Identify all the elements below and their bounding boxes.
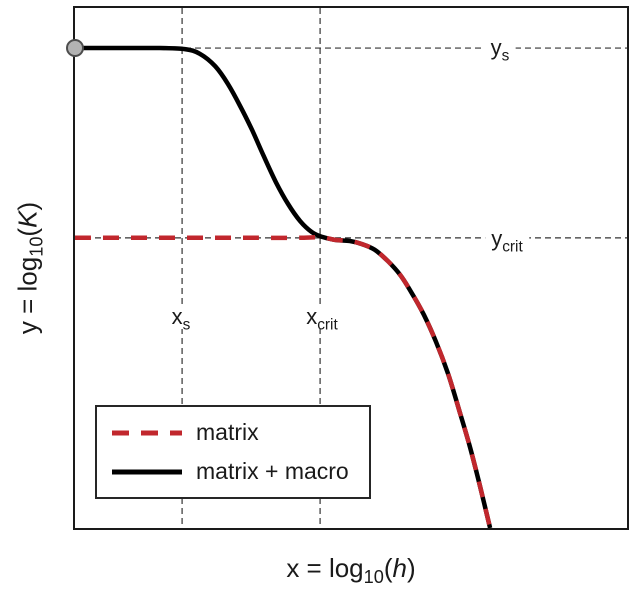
y-axis-label-eq: = log bbox=[12, 256, 43, 322]
annotation-x-s-sub: s bbox=[182, 316, 191, 334]
x-axis-label-sub: 10 bbox=[363, 567, 384, 588]
annotation-y-s: ys bbox=[484, 35, 516, 64]
y-axis-label-close: ) bbox=[12, 201, 43, 211]
y-axis-label-sub: 10 bbox=[26, 236, 47, 257]
annotation-x-crit: xcrit bbox=[300, 304, 344, 333]
legend-label-matrix: matrix bbox=[196, 419, 259, 445]
curve-start-marker bbox=[66, 39, 84, 58]
x-axis-label-open: ( bbox=[383, 553, 393, 583]
annotation-x-crit-sub: crit bbox=[317, 316, 338, 334]
solid-line-sample-icon bbox=[112, 469, 182, 474]
x-axis-label-lead: x bbox=[286, 553, 300, 583]
plot-area: ys ycrit xs xcrit matrix matrix + macro bbox=[66, 6, 629, 530]
series-path-matrix bbox=[75, 234, 493, 528]
x-axis-label-var: h bbox=[392, 553, 408, 583]
annotation-y-s-text: y bbox=[490, 35, 502, 60]
legend-label-matrix-macro: matrix + macro bbox=[196, 458, 349, 484]
series-path-matrix-macro bbox=[75, 45, 493, 528]
dashed-line-sample-icon bbox=[112, 430, 182, 435]
annotation-x-s-text: x bbox=[171, 304, 183, 329]
y-axis-label-lead: y bbox=[12, 321, 43, 335]
x-axis-label: x = log10(h) bbox=[286, 553, 416, 588]
legend-item-matrix-macro: matrix + macro bbox=[111, 458, 349, 485]
annotation-x-s: xs bbox=[165, 304, 197, 333]
y-axis-label-var: K bbox=[12, 210, 43, 228]
legend-item-matrix: matrix bbox=[111, 419, 349, 446]
y-axis-label: y = log10(K) bbox=[12, 201, 46, 335]
annotation-y-s-sub: s bbox=[501, 47, 510, 65]
y-axis-label-open: ( bbox=[12, 227, 43, 237]
annotation-y-crit: ycrit bbox=[485, 226, 529, 255]
legend: matrix matrix + macro bbox=[95, 405, 371, 499]
x-axis-label-eq: = log bbox=[299, 553, 364, 583]
x-axis-label-close: ) bbox=[407, 553, 416, 583]
annotation-x-crit-text: x bbox=[306, 304, 318, 329]
annotation-y-crit-sub: crit bbox=[502, 238, 523, 256]
annotation-y-crit-text: y bbox=[491, 226, 503, 251]
